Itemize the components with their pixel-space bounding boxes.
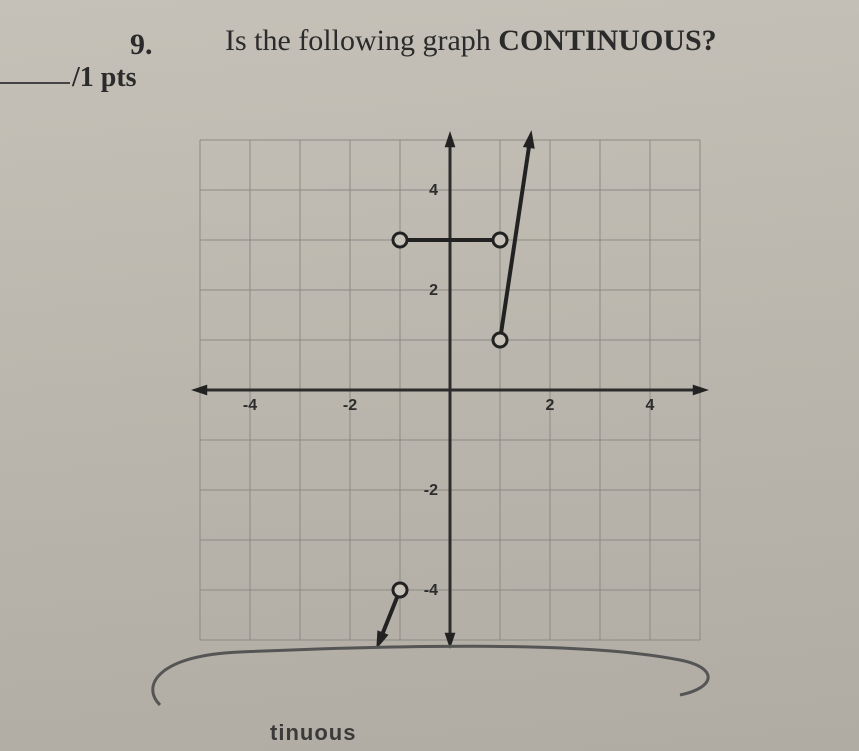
svg-text:-2: -2	[343, 397, 357, 414]
graph: -4 -2 2 4 4 2 -2 -4	[190, 130, 710, 650]
svg-text:4: 4	[429, 182, 438, 199]
y-axis-arrow-up	[445, 131, 456, 147]
question-keyword: CONTINUOUS?	[498, 24, 716, 57]
x-axis-arrow-left	[191, 385, 207, 396]
scribble-path	[153, 646, 708, 705]
svg-text:2: 2	[429, 282, 438, 299]
question-number: 9.	[130, 28, 153, 62]
score-blank-line	[0, 82, 70, 84]
svg-text:-2: -2	[424, 482, 438, 499]
page: 9. Is the following graph CONTINUOUS? /1…	[0, 0, 859, 751]
points-label: /1 pts	[72, 62, 137, 94]
x-axis-arrow-right	[693, 385, 709, 396]
graph-svg: -4 -2 2 4 4 2 -2 -4	[190, 130, 710, 650]
question-prefix: Is the following graph	[225, 24, 498, 57]
svg-text:2: 2	[546, 397, 555, 414]
axes	[191, 131, 709, 649]
cutoff-text: tinuous	[270, 720, 356, 746]
svg-text:-4: -4	[243, 397, 257, 414]
hand-drawn-circle	[120, 640, 740, 750]
svg-text:4: 4	[646, 397, 655, 414]
question-text: Is the following graph CONTINUOUS?	[225, 24, 717, 58]
svg-text:-4: -4	[424, 582, 438, 599]
